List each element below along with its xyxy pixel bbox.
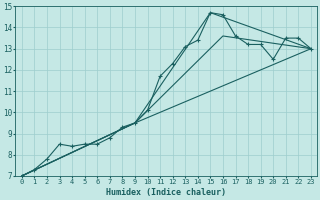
X-axis label: Humidex (Indice chaleur): Humidex (Indice chaleur) (106, 188, 226, 197)
